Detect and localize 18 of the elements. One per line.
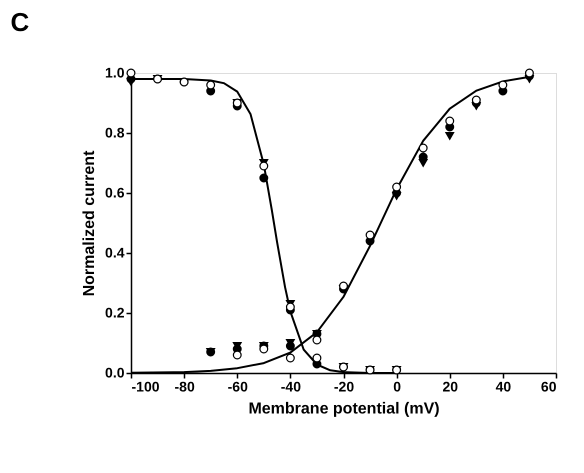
x-tick-label: -40 [280, 378, 302, 394]
x-tick-label: -80 [174, 378, 195, 394]
y-tick-label: 0.0 [105, 364, 125, 380]
y-axis-title: Normalized current [81, 150, 98, 296]
y-tick-label: 1.0 [105, 64, 125, 80]
x-tick-label: 40 [496, 378, 512, 394]
x-tick-label: -60 [228, 378, 248, 394]
y-tick-label: 0.4 [105, 244, 125, 260]
x-tick-label: -100 [132, 378, 160, 394]
x-axis-title: Membrane potential (mV) [248, 400, 440, 418]
x-tick-label: 20 [442, 378, 458, 394]
chart-title: C [10, 7, 30, 37]
y-tick-label: 0.2 [105, 304, 125, 320]
x-tick-label: -20 [334, 378, 354, 394]
x-tick-label: 0 [393, 378, 402, 394]
y-tick-label: 0.6 [105, 184, 125, 200]
y-tick-label: 0.8 [105, 124, 125, 140]
x-tick-label: 60 [540, 378, 557, 394]
